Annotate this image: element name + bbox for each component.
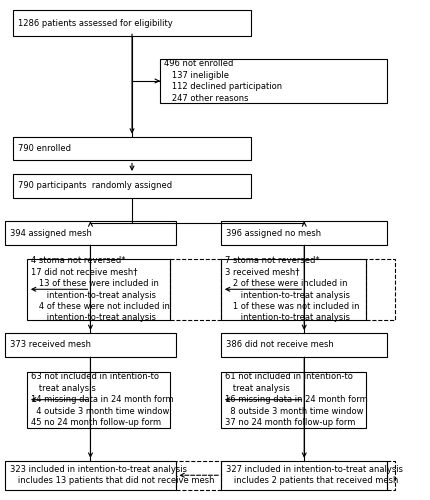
Text: 790 enrolled: 790 enrolled (18, 144, 71, 153)
Text: 7 stoma not reversed*
3 received mesh†
   2 of these were included in
      inte: 7 stoma not reversed* 3 received mesh† 2… (224, 256, 359, 322)
FancyBboxPatch shape (221, 372, 365, 428)
FancyBboxPatch shape (221, 221, 387, 245)
Text: 386 did not receive mesh: 386 did not receive mesh (225, 340, 333, 349)
FancyBboxPatch shape (13, 174, 250, 198)
Text: 790 participants  randomly assigned: 790 participants randomly assigned (18, 182, 172, 190)
Text: 496 not enrolled
   137 ineligible
   112 declined participation
   247 other re: 496 not enrolled 137 ineligible 112 decl… (164, 60, 282, 102)
FancyBboxPatch shape (5, 461, 175, 490)
FancyBboxPatch shape (27, 372, 169, 428)
Text: 63 not included in intention-to
   treat analysis
14 missing data in 24 month fo: 63 not included in intention-to treat an… (31, 372, 173, 427)
FancyBboxPatch shape (221, 333, 387, 357)
FancyBboxPatch shape (13, 136, 250, 160)
Text: 61 not included in intention-to
   treat analysis
16 missing data in 24 month fo: 61 not included in intention-to treat an… (224, 372, 367, 427)
FancyBboxPatch shape (221, 259, 365, 320)
FancyBboxPatch shape (5, 333, 175, 357)
FancyBboxPatch shape (160, 58, 387, 104)
FancyBboxPatch shape (27, 259, 169, 320)
Text: 396 assigned no mesh: 396 assigned no mesh (225, 228, 320, 237)
Text: 323 included in intention-to-treat analysis
   includes 13 patients that did not: 323 included in intention-to-treat analy… (10, 465, 214, 485)
FancyBboxPatch shape (5, 221, 175, 245)
FancyBboxPatch shape (13, 10, 250, 36)
FancyBboxPatch shape (221, 461, 387, 490)
Text: 373 received mesh: 373 received mesh (10, 340, 91, 349)
Text: 4 stoma not reversed*
17 did not receive mesh†
   13 of these were included in
 : 4 stoma not reversed* 17 did not receive… (31, 256, 169, 322)
Text: 327 included in intention-to-treat analysis
   includes 2 patients that received: 327 included in intention-to-treat analy… (225, 465, 402, 485)
Text: 1286 patients assessed for eligibility: 1286 patients assessed for eligibility (18, 19, 172, 28)
Text: 394 assigned mesh: 394 assigned mesh (10, 228, 92, 237)
